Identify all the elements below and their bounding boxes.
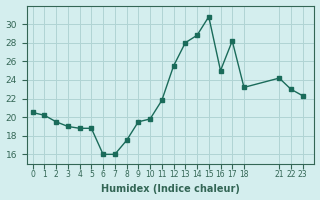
X-axis label: Humidex (Indice chaleur): Humidex (Indice chaleur) bbox=[101, 184, 240, 194]
